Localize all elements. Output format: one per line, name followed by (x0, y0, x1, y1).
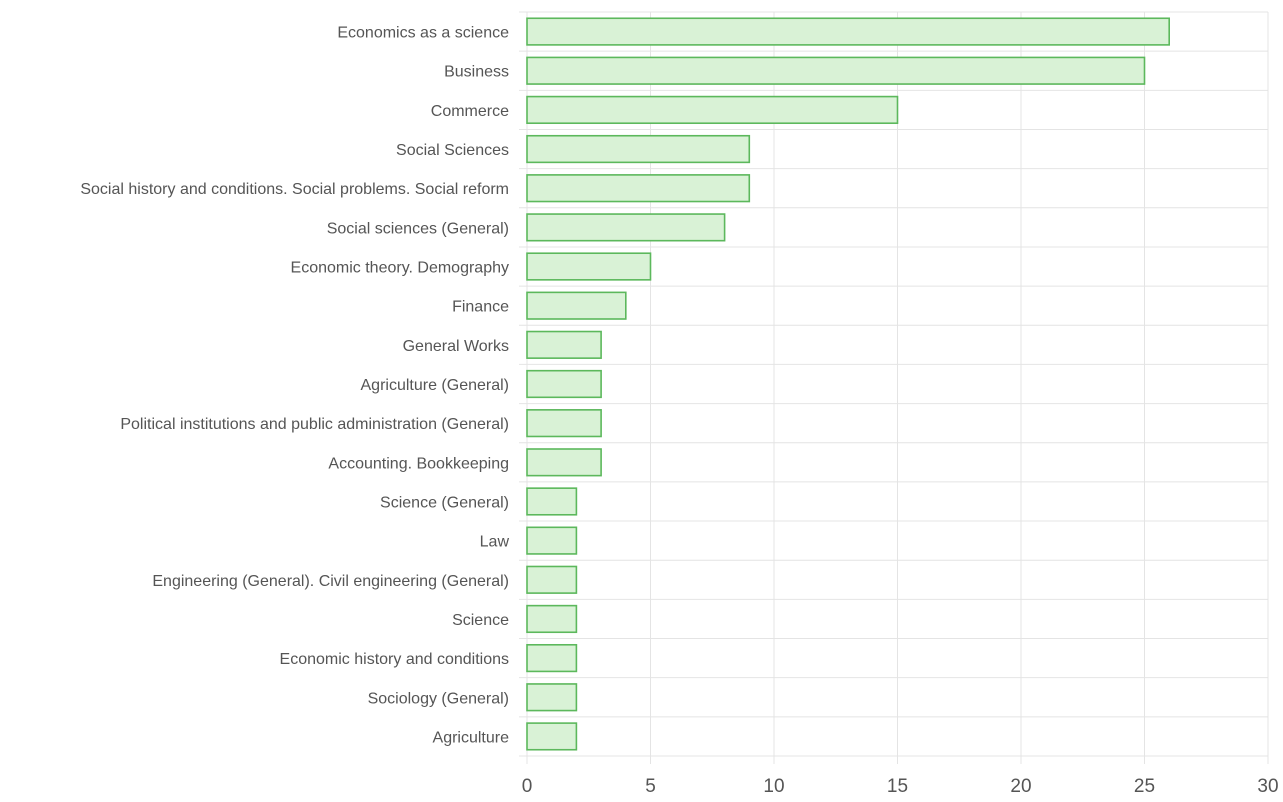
category-label: Agriculture (433, 729, 510, 746)
x-tick-label: 30 (1257, 776, 1278, 797)
bar[interactable] (526, 213, 726, 242)
category-label: Sociology (General) (368, 690, 509, 707)
bar[interactable] (526, 643, 578, 673)
bar[interactable] (526, 409, 602, 438)
category-label: Social Sciences (396, 142, 509, 159)
bar[interactable] (526, 722, 578, 751)
bar[interactable] (526, 369, 602, 399)
bar[interactable] (526, 330, 602, 359)
bars (526, 17, 1171, 751)
category-label: Social history and conditions. Social pr… (80, 181, 509, 198)
category-label: Economic theory. Demography (291, 260, 509, 277)
x-tick-label: 15 (887, 776, 908, 797)
category-label: Political institutions and public admini… (120, 416, 509, 433)
category-label: Engineering (General). Civil engineering… (152, 573, 509, 590)
grid-lines (519, 11, 1269, 764)
category-label: Agriculture (General) (361, 377, 510, 394)
category-label: Accounting. Bookkeeping (328, 455, 509, 472)
category-label: Law (480, 534, 510, 551)
bar[interactable] (526, 683, 578, 712)
x-tick-label: 20 (1010, 776, 1031, 797)
bar[interactable] (526, 56, 1146, 85)
category-label: Science (General) (380, 494, 509, 511)
bar[interactable] (526, 17, 1171, 46)
bar[interactable] (526, 604, 578, 634)
bar[interactable] (526, 448, 602, 477)
bar[interactable] (526, 526, 578, 555)
x-tick-label: 5 (645, 776, 656, 797)
bar[interactable] (526, 252, 652, 281)
bar[interactable] (526, 565, 578, 594)
x-tick-label: 0 (522, 776, 533, 797)
x-tick-labels: 0 5 10 15 20 25 30 (522, 776, 1279, 797)
x-tick-label: 25 (1134, 776, 1155, 797)
bar[interactable] (526, 291, 627, 320)
category-label: Business (444, 64, 509, 81)
category-label: Finance (452, 299, 509, 316)
category-label: Economic history and conditions (280, 651, 509, 668)
x-tick-label: 10 (763, 776, 784, 797)
bar[interactable] (526, 95, 899, 125)
bar[interactable] (526, 487, 578, 516)
category-label: Social sciences (General) (327, 220, 509, 237)
category-label: Science (452, 612, 509, 629)
bar[interactable] (526, 134, 751, 164)
bar[interactable] (526, 174, 751, 203)
category-label: General Works (403, 338, 509, 355)
category-label: Commerce (431, 103, 509, 120)
category-labels: Economics as a science Business Commerce So… (80, 25, 509, 747)
category-label: Economics as a science (337, 25, 509, 42)
